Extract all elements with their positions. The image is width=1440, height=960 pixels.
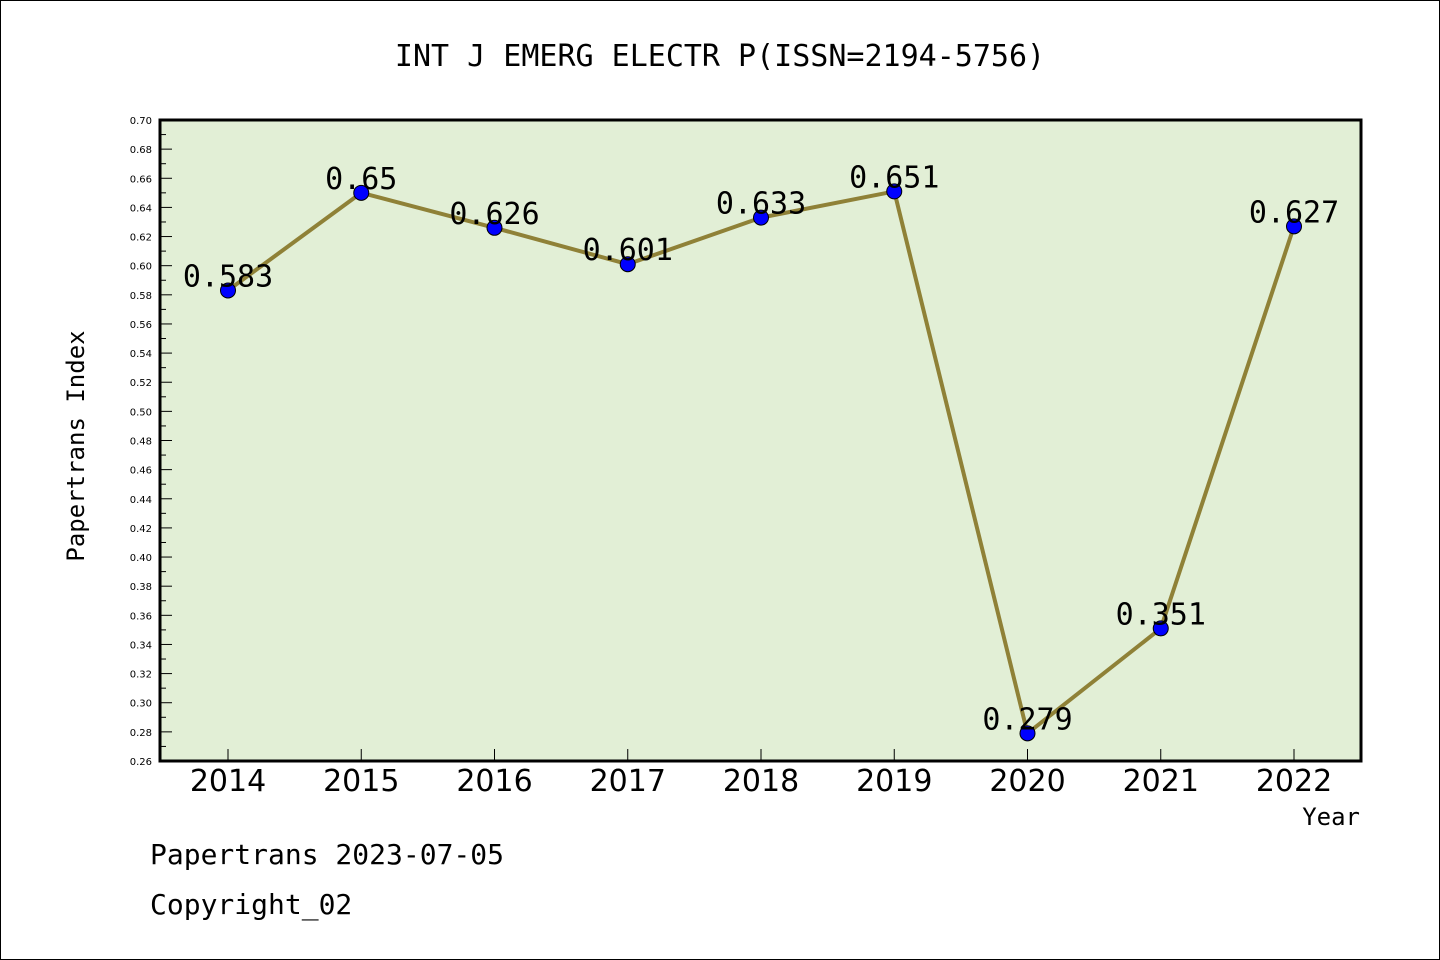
y-tick-label: 0.34 (130, 640, 152, 651)
chart-title: INT J EMERG ELECTR P(ISSN=2194-5756) (395, 39, 1045, 74)
data-point (486, 219, 503, 236)
data-label: 0.279 (982, 702, 1072, 737)
y-axis-label: Papertrans Index (62, 330, 90, 561)
data-point (1152, 620, 1169, 637)
data-label: 0.601 (583, 233, 673, 268)
series-markers (220, 183, 1302, 742)
data-point (753, 209, 769, 226)
x-axis: 2014 2015 2016 2017 2018 2019 2020 2021 2022 (190, 749, 1332, 799)
footer-copyright: Copyright_02 (150, 888, 352, 922)
y-tick-label: 0.54 (130, 349, 152, 360)
x-tick-label: 2019 (856, 764, 932, 799)
y-tick-label: 0.50 (130, 407, 152, 418)
y-tick-label: 0.28 (130, 728, 152, 739)
y-tick-label: 0.44 (130, 495, 152, 506)
x-tick-label: 2014 (190, 764, 266, 799)
y-tick-label: 0.68 (130, 145, 152, 156)
x-tick-label: 2018 (723, 764, 799, 799)
data-point (353, 184, 370, 201)
data-point (619, 256, 636, 273)
data-label: 0.633 (716, 187, 806, 222)
data-label: 0.627 (1249, 195, 1339, 230)
y-tick-label: 0.48 (130, 437, 152, 448)
x-tick-label: 2021 (1123, 764, 1199, 799)
data-label: 0.351 (1116, 597, 1206, 632)
data-point (220, 282, 236, 299)
y-tick-label: 0.46 (130, 466, 152, 477)
y-tick-label: 0.30 (130, 699, 152, 710)
y-tick-label: 0.60 (130, 262, 152, 273)
y-tick-label: 0.36 (130, 611, 152, 622)
y-tick-label: 0.42 (130, 524, 152, 535)
y-tick-label: 0.56 (130, 320, 152, 331)
data-point (1019, 725, 1036, 742)
data-labels: 0.583 0.65 0.626 0.601 0.633 0.651 0.279 0.351 0… (183, 160, 1339, 737)
y-tick-label: 0.62 (130, 233, 152, 244)
footer-date: Papertrans 2023-07-05 (150, 838, 504, 871)
y-tick-label: 0.66 (130, 174, 152, 185)
x-tick-label: 2020 (989, 764, 1065, 799)
y-tick-label: 0.70 (130, 116, 152, 127)
y-tick-label: 0.26 (130, 757, 152, 768)
x-tick-label: 2022 (1256, 764, 1332, 799)
y-tick-label: 0.38 (130, 582, 152, 593)
data-point (886, 183, 903, 200)
data-label: 0.626 (449, 197, 539, 232)
data-label: 0.651 (849, 160, 939, 195)
x-axis-label: Year (1302, 803, 1360, 831)
data-label: 0.583 (183, 259, 273, 294)
y-tick-label: 0.52 (130, 378, 152, 389)
x-tick-label: 2015 (323, 764, 399, 799)
y-tick-label: 0.40 (130, 553, 152, 564)
data-label: 0.65 (325, 162, 397, 197)
y-tick-label: 0.32 (130, 670, 152, 681)
x-tick-label: 2016 (456, 764, 532, 799)
y-axis: 0.26 0.28 0.30 0.32 0.34 0.36 0.38 0.40 0.42 0.44… (130, 116, 172, 768)
y-tick-label: 0.64 (130, 203, 152, 214)
y-tick-label: 0.58 (130, 291, 152, 302)
plot-area (158, 118, 1363, 763)
data-point (1286, 218, 1302, 235)
x-tick-label: 2017 (590, 764, 666, 799)
